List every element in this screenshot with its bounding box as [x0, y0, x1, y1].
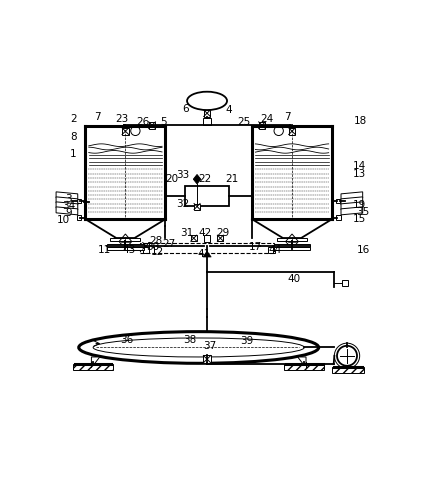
Polygon shape	[341, 197, 362, 205]
Text: 19: 19	[353, 200, 366, 209]
Text: 2: 2	[70, 114, 77, 124]
Bar	[336, 215, 341, 220]
Text: 29: 29	[216, 228, 230, 238]
Bar	[342, 280, 348, 286]
Bar	[273, 244, 310, 247]
Bar	[336, 198, 341, 203]
Text: 12: 12	[150, 247, 164, 257]
Bar	[332, 368, 364, 373]
Bar	[204, 110, 210, 116]
Text: 25: 25	[238, 117, 251, 127]
Text: 21: 21	[225, 174, 238, 184]
Text: 16: 16	[356, 245, 370, 255]
Bar	[140, 243, 273, 253]
Text: 31: 31	[181, 228, 194, 238]
Text: 36: 36	[120, 335, 133, 345]
Bar	[77, 215, 81, 220]
Polygon shape	[194, 174, 201, 184]
Bar	[111, 238, 140, 241]
Polygon shape	[341, 207, 362, 215]
Text: 38: 38	[183, 336, 197, 345]
Text: 23: 23	[115, 114, 129, 124]
Text: 30: 30	[146, 242, 159, 252]
Bar	[191, 235, 197, 241]
Text: 28: 28	[150, 236, 163, 246]
Text: 7: 7	[94, 112, 100, 122]
Bar	[203, 356, 211, 363]
Text: 34: 34	[62, 201, 75, 211]
Polygon shape	[56, 202, 78, 210]
Text: 26: 26	[136, 117, 150, 127]
Bar	[273, 247, 310, 250]
Ellipse shape	[93, 338, 304, 357]
Polygon shape	[56, 192, 78, 200]
Text: 20: 20	[165, 174, 178, 184]
Bar	[284, 364, 324, 370]
Bar	[277, 238, 307, 241]
Bar	[107, 247, 144, 250]
Text: 42: 42	[198, 228, 212, 238]
Text: 18: 18	[354, 116, 367, 126]
Text: 27: 27	[162, 239, 175, 249]
Text: 24: 24	[261, 114, 273, 124]
Polygon shape	[56, 197, 78, 205]
Polygon shape	[341, 192, 362, 200]
Text: 15: 15	[353, 214, 366, 224]
Polygon shape	[298, 357, 306, 364]
Bar	[73, 364, 113, 370]
Polygon shape	[92, 357, 100, 364]
Text: 44: 44	[269, 245, 282, 255]
Text: 39: 39	[240, 336, 254, 346]
Bar	[203, 118, 211, 125]
Text: 41: 41	[198, 249, 211, 259]
Text: 40: 40	[287, 274, 300, 284]
Bar	[218, 235, 223, 241]
Text: 3: 3	[65, 194, 72, 204]
Bar	[289, 128, 295, 134]
Text: 9: 9	[65, 208, 72, 218]
Polygon shape	[341, 202, 362, 210]
Text: 43: 43	[122, 245, 135, 255]
Bar	[185, 186, 229, 206]
Bar	[204, 235, 210, 242]
Text: 22: 22	[198, 174, 211, 184]
Text: 1: 1	[70, 149, 77, 159]
Bar	[143, 246, 149, 253]
Text: 4: 4	[225, 105, 232, 115]
Bar	[268, 246, 275, 253]
Bar	[149, 122, 155, 128]
Circle shape	[337, 346, 357, 366]
Ellipse shape	[187, 92, 227, 110]
Text: 14: 14	[353, 161, 366, 171]
Polygon shape	[203, 251, 211, 257]
Text: 5: 5	[160, 117, 166, 127]
Text: 13: 13	[353, 169, 366, 179]
Text: 33: 33	[176, 170, 190, 180]
Circle shape	[274, 126, 283, 136]
Text: 32: 32	[176, 199, 190, 209]
Text: 37: 37	[203, 341, 216, 351]
Bar	[107, 244, 144, 247]
Circle shape	[131, 126, 140, 136]
Text: 8: 8	[70, 132, 77, 141]
Text: 17: 17	[249, 242, 262, 252]
Text: 10: 10	[57, 215, 71, 225]
Text: 7: 7	[284, 112, 290, 122]
Ellipse shape	[79, 332, 319, 364]
Text: 6: 6	[183, 104, 189, 114]
Bar	[143, 242, 149, 249]
Text: 35: 35	[356, 206, 370, 216]
Bar	[122, 128, 129, 134]
Bar	[259, 122, 265, 128]
Bar	[194, 204, 200, 210]
Bar	[77, 198, 81, 203]
Text: 11: 11	[98, 245, 111, 255]
Polygon shape	[56, 207, 78, 215]
